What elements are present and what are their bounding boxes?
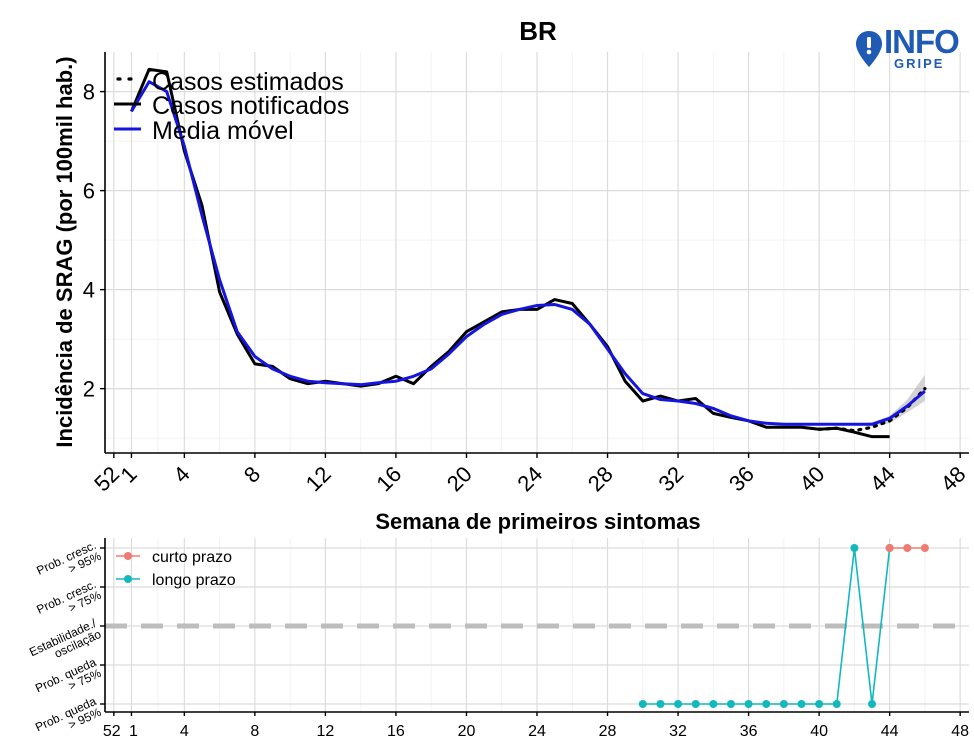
point-longo-prazo	[797, 700, 806, 708]
logo-text-sub: GRIPE	[894, 56, 945, 71]
confidence-band	[854, 374, 925, 426]
map-pin-icon	[856, 31, 882, 67]
x-tick-label: 28	[583, 461, 618, 496]
point-longo-prazo	[709, 700, 718, 708]
point-curto-prazo	[903, 544, 912, 552]
legend-label-curto-prazo: curto prazo	[152, 549, 232, 566]
x-tick-label: 24	[528, 723, 546, 740]
x-axis-label: Semana de primeiros sintomas	[375, 509, 700, 534]
point-curto-prazo	[885, 544, 894, 552]
x-tick-label: 12	[317, 723, 335, 740]
point-longo-prazo	[850, 544, 859, 552]
x-tick-label: 1	[129, 723, 138, 740]
point-longo-prazo	[656, 700, 665, 708]
x-tick-label: 12	[301, 461, 336, 496]
x-tick-label: 16	[387, 723, 405, 740]
x-tick-label: 20	[458, 723, 476, 740]
x-tick-label: 16	[371, 461, 406, 496]
x-tick-label: 4	[168, 461, 194, 487]
x-tick-label: 8	[239, 461, 265, 487]
x-tick-label: 24	[512, 461, 547, 496]
x-tick-label: 40	[794, 461, 829, 496]
x-tick-label: 48	[936, 461, 971, 496]
point-longo-prazo	[815, 700, 824, 708]
y-tick-label: 6	[83, 179, 95, 204]
point-longo-prazo	[638, 700, 647, 708]
logo-text-main: INFO	[884, 23, 960, 60]
y-tick-label: 4	[83, 278, 95, 303]
y-tick-label: 2	[83, 377, 95, 402]
y-tick-label: 8	[83, 80, 95, 105]
x-tick-label: 40	[810, 723, 828, 740]
point-curto-prazo	[920, 544, 929, 552]
x-tick-label: 36	[740, 723, 758, 740]
point-longo-prazo	[868, 700, 877, 708]
legend-dot-curto-prazo	[124, 552, 132, 560]
point-longo-prazo	[832, 700, 841, 708]
point-longo-prazo	[762, 700, 771, 708]
point-longo-prazo	[744, 700, 753, 708]
y-tick-label: Prob. queda> 95%	[33, 694, 104, 743]
legend-label-media-movel: Media móvel	[152, 117, 294, 145]
x-tick-label: 48	[951, 723, 969, 740]
y-axis-label: Incidência de SRAG (por 100mil hab.)	[52, 56, 77, 447]
top-legend: Casos estimados Casos notificados Media …	[114, 68, 349, 145]
series-line-media-m-vel	[130, 80, 926, 426]
legend-dot-longo-prazo	[124, 575, 132, 583]
legend-label-casos-estimados: Casos estimados	[152, 68, 344, 96]
x-tick-label: 44	[881, 723, 899, 740]
bottom-plot-panel: Prob. queda> 95%Prob. queda> 75%Estabili…	[27, 538, 969, 743]
x-tick-label: 32	[669, 723, 687, 740]
x-tick-label: 20	[442, 461, 477, 496]
x-tick-label: 28	[599, 723, 617, 740]
point-longo-prazo	[691, 700, 700, 708]
point-longo-prazo	[779, 700, 788, 708]
bottom-legend: curto prazo longo prazo	[116, 549, 236, 589]
x-tick-label: 52	[103, 723, 121, 740]
series-line-casos-estimados	[817, 387, 927, 433]
x-tick-label: 32	[653, 461, 688, 496]
point-longo-prazo	[674, 700, 683, 708]
point-longo-prazo	[726, 700, 735, 708]
infogripe-logo: INFO GRIPE	[852, 25, 967, 73]
x-tick-label: 8	[250, 723, 259, 740]
x-tick-label: 44	[865, 461, 900, 496]
legend-label-longo-prazo: longo prazo	[152, 572, 236, 589]
x-tick-label: 36	[724, 461, 759, 496]
chart-title: BR	[519, 16, 557, 46]
x-tick-label: 4	[180, 723, 189, 740]
legend-label-casos-notificados: Casos notificados	[152, 92, 349, 120]
